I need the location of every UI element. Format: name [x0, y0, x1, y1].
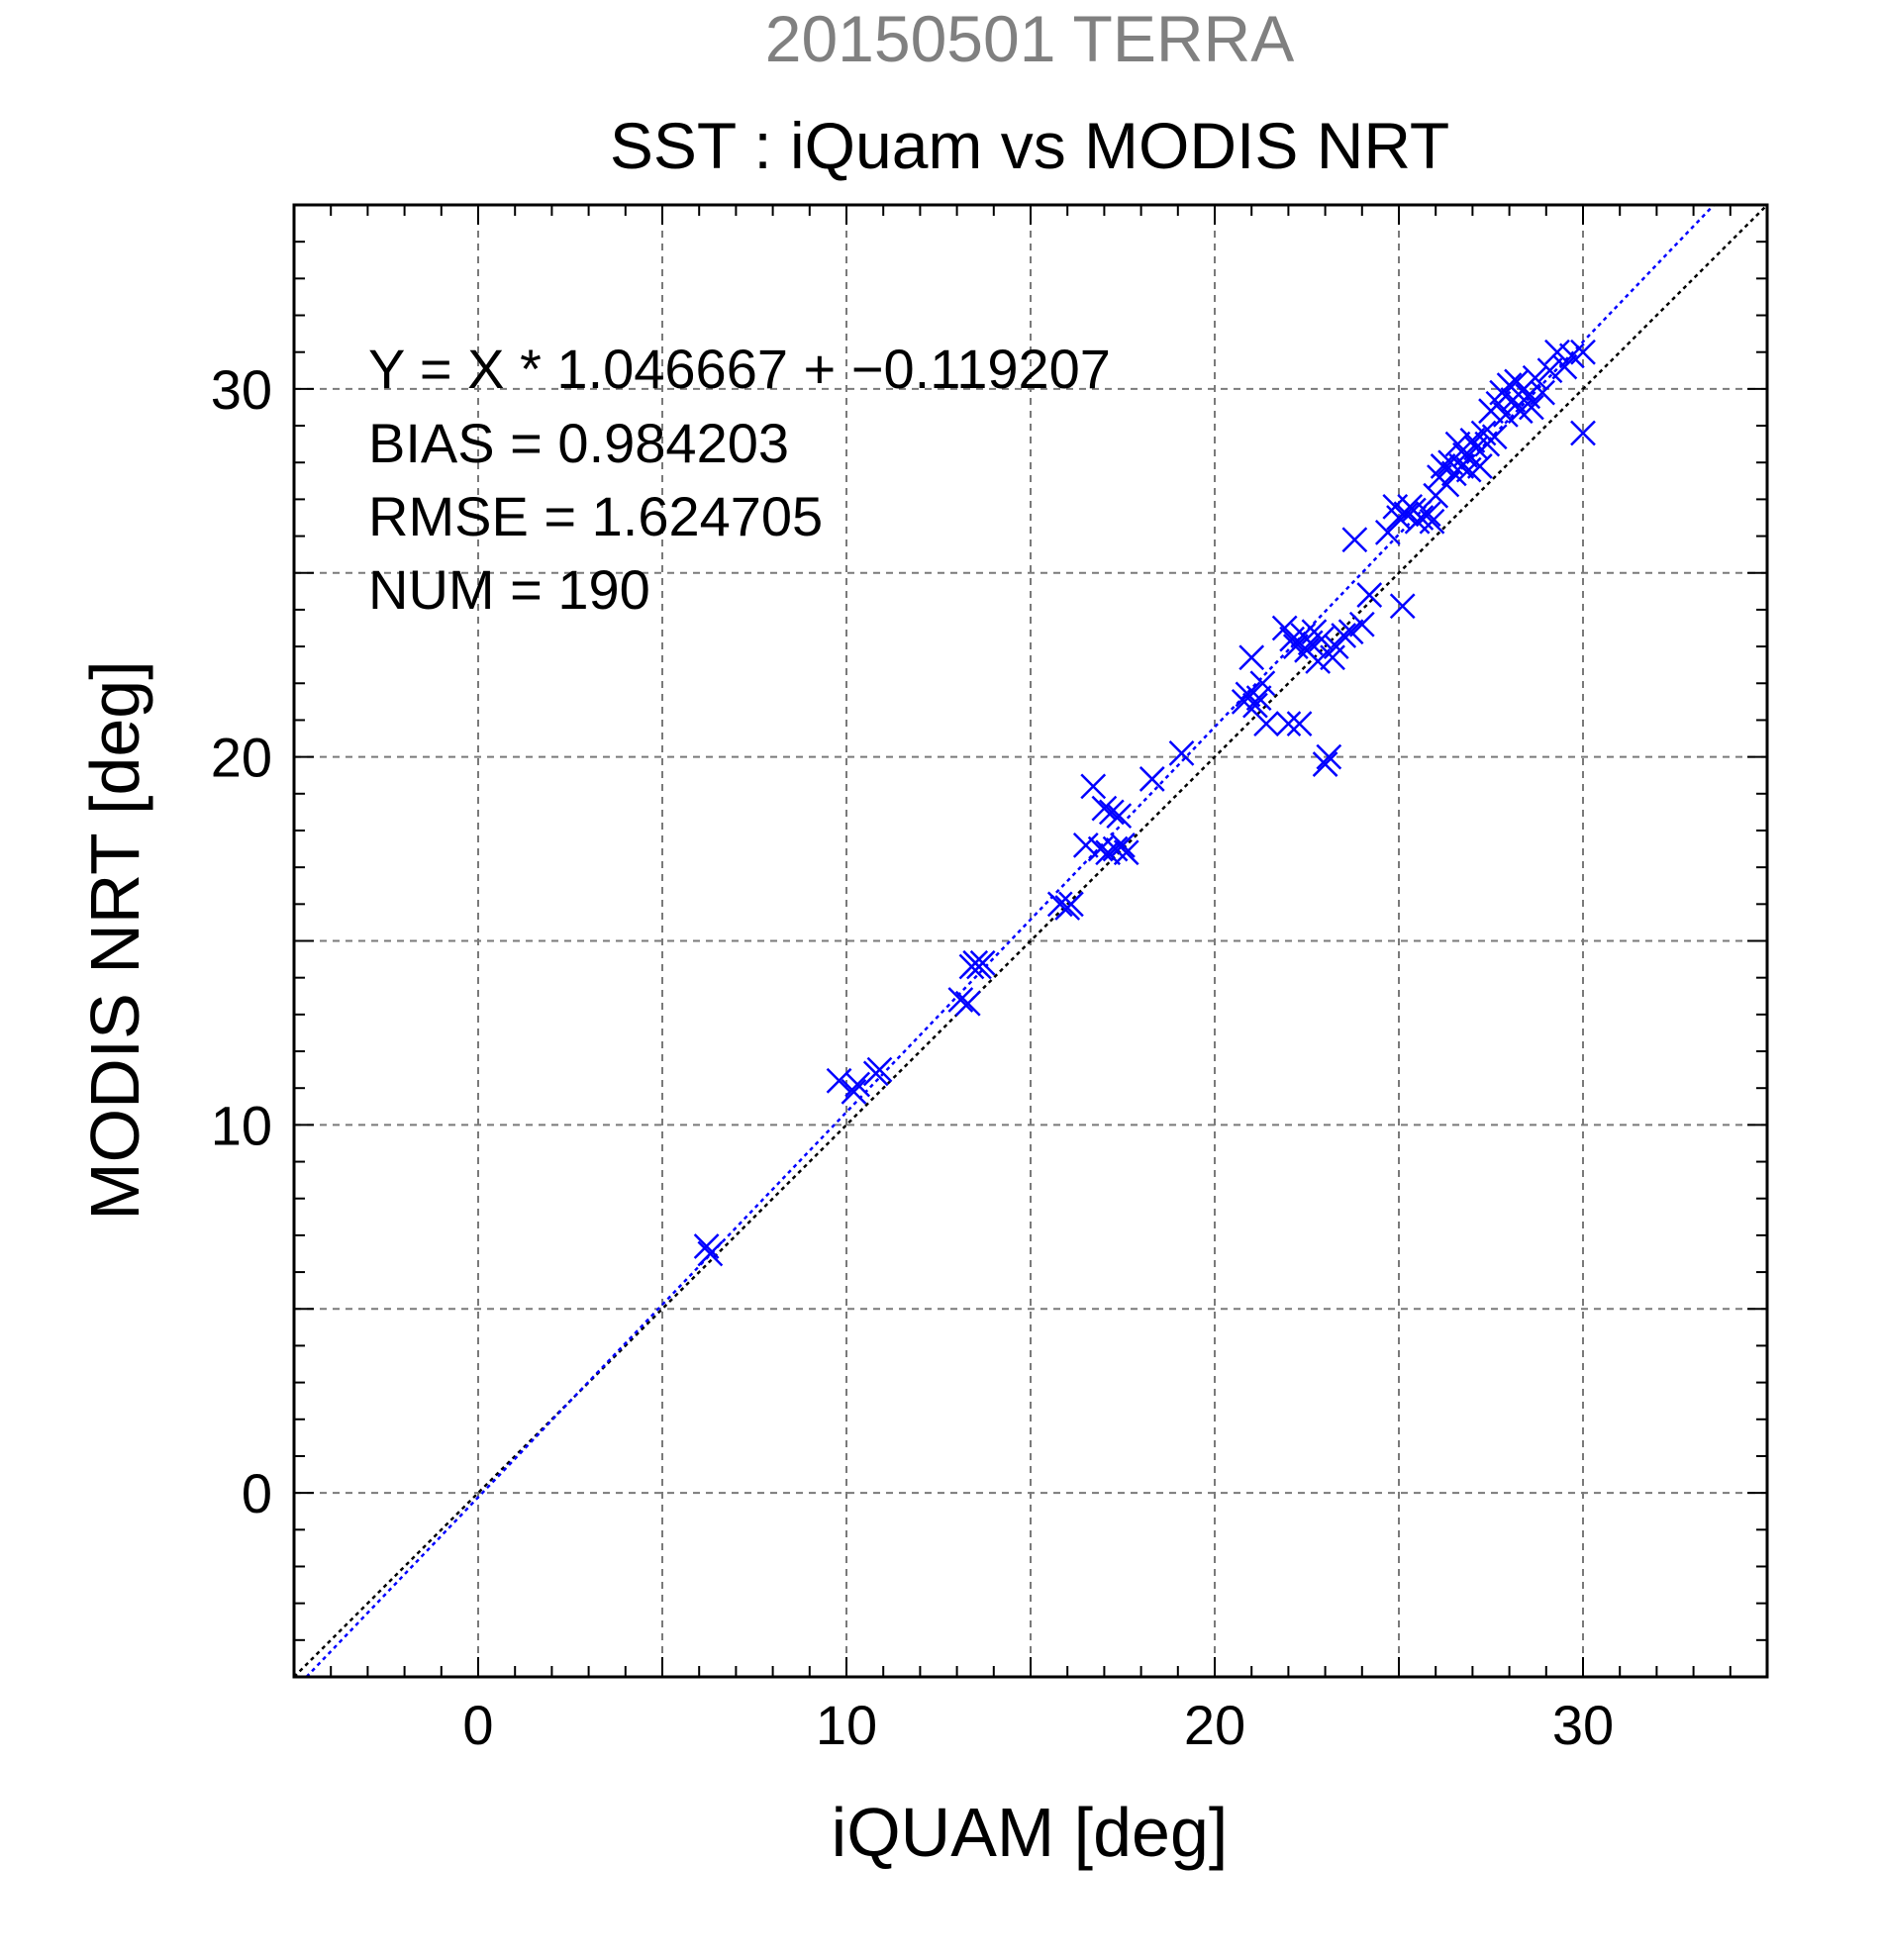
data-point	[1072, 832, 1099, 858]
y-tick-labels: 0 10 20 30	[211, 358, 272, 1524]
data-point	[1356, 582, 1383, 608]
data-point	[1331, 623, 1357, 648]
data-point	[697, 1240, 724, 1267]
y-tick-label: 10	[211, 1094, 272, 1156]
minor-ticks	[294, 205, 1767, 1677]
data-point	[1168, 740, 1195, 766]
data-point	[1419, 508, 1445, 535]
y-tick-label: 30	[211, 358, 272, 421]
chart-title: SST : iQuam vs MODIS NRT	[610, 109, 1449, 182]
bias-text: BIAS = 0.984203	[368, 412, 789, 474]
data-point	[1046, 891, 1073, 918]
data-point	[1087, 835, 1114, 862]
data-point	[1389, 593, 1416, 620]
data-point	[1245, 685, 1272, 712]
data-point	[1316, 743, 1342, 770]
data-point	[1242, 692, 1268, 719]
data-point	[1091, 795, 1118, 822]
data-point	[841, 1079, 867, 1105]
x-axis-label: iQUAM [deg]	[832, 1794, 1229, 1871]
data-point	[1110, 832, 1136, 858]
data-point	[1286, 711, 1313, 737]
fit-equation: Y = X * 1.046667 + −0.119207	[368, 338, 1111, 400]
data-point	[844, 1071, 871, 1098]
data-point	[1551, 353, 1578, 380]
data-point	[1481, 424, 1508, 450]
data-point	[1570, 420, 1596, 446]
data-point	[1080, 773, 1107, 800]
num-text: NUM = 190	[368, 558, 650, 621]
data-points	[693, 339, 1596, 1267]
data-point	[1434, 471, 1460, 498]
data-point	[1058, 891, 1084, 918]
data-point	[1275, 711, 1302, 737]
x-tick-label: 0	[462, 1694, 493, 1756]
data-point	[969, 949, 996, 976]
data-point	[947, 987, 974, 1013]
data-point	[1544, 339, 1570, 365]
data-point	[1522, 364, 1548, 391]
data-point	[1337, 619, 1364, 645]
plot-frame	[292, 203, 1769, 1679]
data-point	[1444, 431, 1471, 457]
data-point	[1466, 453, 1493, 479]
data-point	[693, 1233, 720, 1259]
x-tick-label: 30	[1552, 1694, 1614, 1756]
data-point	[1249, 670, 1276, 697]
data-point	[1271, 615, 1298, 641]
data-point	[1393, 501, 1420, 528]
data-point	[1138, 766, 1165, 792]
x-tick-label: 20	[1184, 1694, 1245, 1756]
data-point	[1496, 372, 1523, 399]
x-tick-labels: 0 10 20 30	[462, 1694, 1614, 1756]
data-point	[1308, 626, 1335, 652]
data-point	[1098, 799, 1125, 826]
x-tick-label: 10	[816, 1694, 877, 1756]
data-point	[1570, 339, 1596, 365]
data-point	[866, 1056, 893, 1083]
data-point	[1341, 527, 1368, 553]
y-axis-label: MODIS NRT [deg]	[76, 660, 153, 1220]
stats-box: Y = X * 1.046667 + −0.119207 BIAS = 0.98…	[368, 338, 1111, 621]
data-point	[1095, 839, 1122, 866]
rmse-text: RMSE = 1.624705	[368, 485, 823, 547]
data-point	[1492, 402, 1519, 428]
y-tick-label: 20	[211, 727, 272, 789]
data-point	[1106, 803, 1133, 829]
data-point	[1348, 611, 1375, 637]
y-tick-label: 0	[242, 1462, 272, 1524]
data-point	[1536, 357, 1563, 384]
data-point	[1459, 428, 1486, 453]
data-point	[1113, 839, 1139, 866]
data-point	[1519, 394, 1544, 421]
identity-line	[293, 204, 1768, 1678]
data-point	[1305, 648, 1332, 674]
data-point	[1452, 441, 1478, 468]
data-point	[1238, 644, 1265, 671]
chart-subtitle: 20150501 TERRA	[765, 2, 1294, 75]
data-point	[954, 990, 981, 1017]
data-point	[1415, 501, 1441, 528]
data-point	[1530, 379, 1555, 406]
data-point	[1253, 711, 1279, 737]
data-point	[1312, 751, 1338, 777]
